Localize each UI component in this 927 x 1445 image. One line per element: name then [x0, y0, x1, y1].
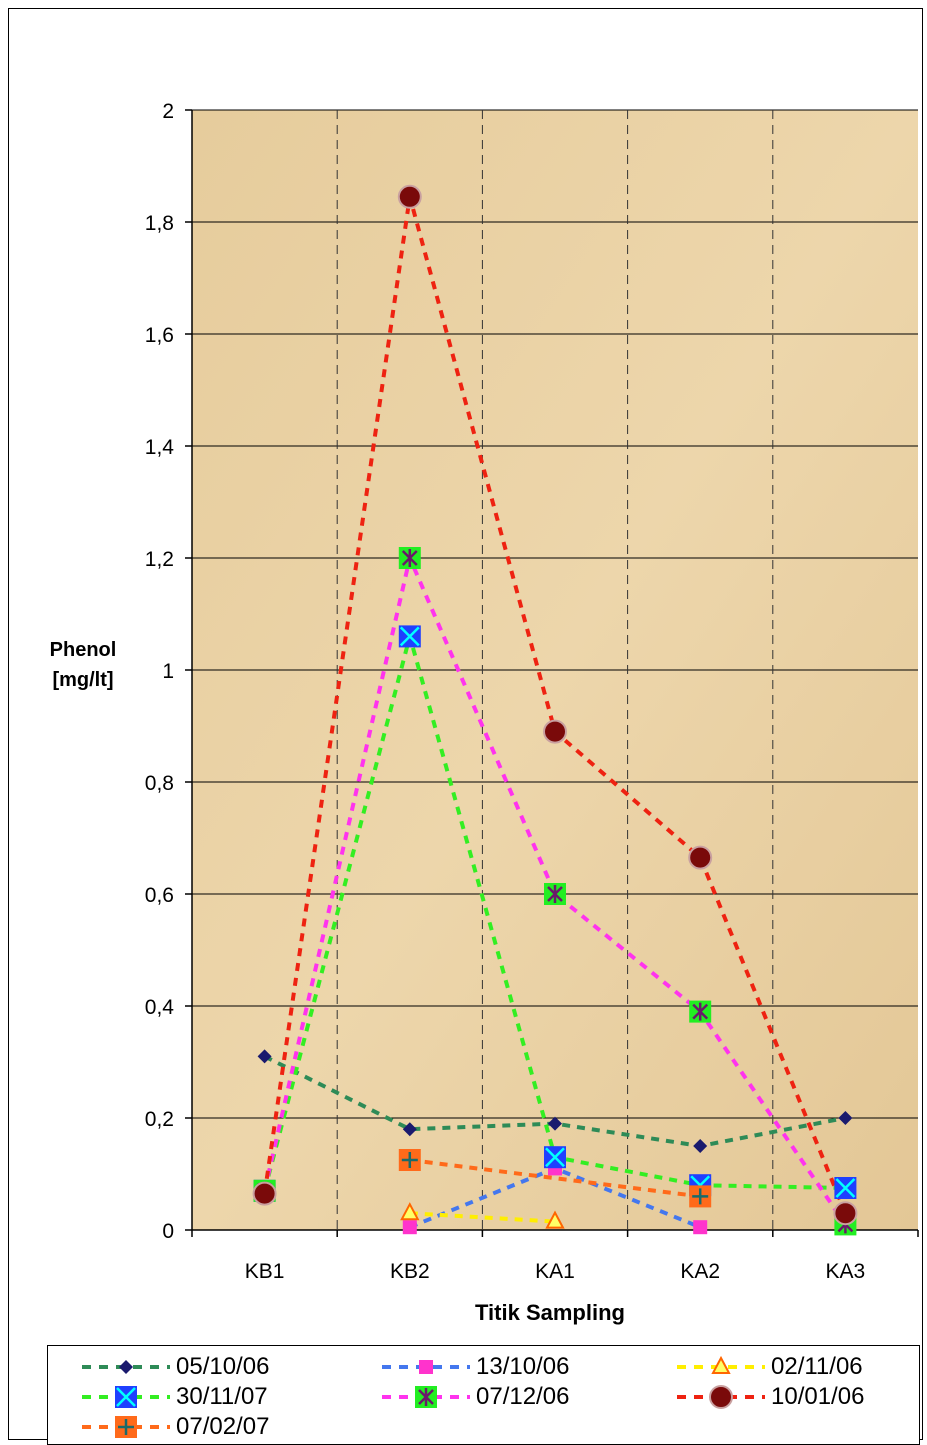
legend-label: 05/10/06: [176, 1353, 270, 1380]
data-point-s5-kb2: [397, 184, 422, 209]
y-tick-label-9: 1,8: [145, 212, 174, 235]
data-point-s4-ka1: [544, 883, 566, 905]
data-point-s0-kb2: [402, 1122, 417, 1137]
data-point-s6-kb2: [398, 1149, 421, 1171]
y-tick-label-2: 0,4: [145, 996, 175, 1019]
data-point-s3-kb2: [398, 625, 421, 648]
legend-item-5: 10/01/06: [673, 1383, 865, 1410]
legend-item-1: 13/10/06: [378, 1353, 570, 1380]
y-tick-label-5: 1: [162, 660, 174, 683]
data-point-s2-kb2: [400, 1202, 420, 1221]
y-tick-label-4: 0,8: [145, 772, 174, 795]
y-tick-label-0: 0: [162, 1220, 174, 1243]
legend-marker-3: [115, 1386, 137, 1408]
data-point-s5-ka1: [543, 719, 567, 744]
legend: 05/10/06 13/10/06 02/11/06 30/11/07 07/12/06…: [47, 1345, 920, 1445]
legend-label: 02/11/06: [771, 1353, 863, 1380]
data-point-s2-ka1: [545, 1210, 565, 1229]
legend-label: 10/01/06: [771, 1383, 865, 1410]
legend-item-0: 05/10/06: [78, 1353, 270, 1380]
legend-item-6: 07/02/07: [78, 1413, 270, 1440]
y-axis-label-line2: [mg/lt]: [52, 669, 114, 691]
legend-swatch-5: [677, 1385, 765, 1409]
data-point-s4-ka2: [689, 1000, 712, 1023]
legend-marker-2: [711, 1355, 731, 1374]
data-point-s0-kb1: [257, 1049, 272, 1064]
legend-item-2: 02/11/06: [673, 1353, 863, 1380]
y-axis-label-line1: Phenol: [49, 639, 117, 661]
data-point-s5-ka3: [833, 1201, 858, 1226]
y-axis-label: Phenol [mg/lt]: [24, 635, 142, 695]
data-point-s6-ka2: [689, 1185, 712, 1208]
plot-area: 0 0,2 0,4 0,6 0,8 1 1,2 1,4 1,6 1,8 2 KB1 KB2 KA1 KA2 K…: [145, 100, 919, 1283]
legend-marker-6: [115, 1416, 137, 1438]
legend-marker-1: [419, 1360, 433, 1374]
x-axis-title: Titik Sampling: [475, 1300, 625, 1325]
y-tick-label-6: 1,2: [145, 548, 174, 571]
x-tick-label-ka3: KA3: [826, 1260, 866, 1283]
data-point-s0-ka3: [838, 1111, 853, 1125]
data-point-s1-kb2: [402, 1220, 417, 1235]
legend-label: 13/10/06: [476, 1353, 570, 1380]
data-point-s5-ka2: [688, 845, 713, 870]
x-tick-label-kb1: KB1: [245, 1260, 285, 1283]
legend-swatch-4: [382, 1386, 470, 1408]
data-point-s1-ka2: [693, 1220, 708, 1235]
x-tick-label-ka2: KA2: [680, 1260, 720, 1283]
y-tick-label-10: 2: [162, 100, 174, 123]
data-point-s0-ka2: [693, 1139, 708, 1153]
legend-marker-4: [415, 1386, 437, 1408]
legend-item-3: 30/11/07: [78, 1383, 268, 1410]
x-tick-label-ka1: KA1: [535, 1260, 575, 1283]
legend-swatch-1: [382, 1360, 470, 1374]
series-layer: [252, 184, 858, 1236]
y-tick-label-1: 0,2: [145, 1108, 174, 1131]
series-line-6: [409, 1158, 701, 1199]
y-tick-label-7: 1,4: [145, 436, 175, 459]
data-point-s3-ka3: [834, 1177, 857, 1199]
legend-label: 07/12/06: [476, 1383, 570, 1410]
y-tick-label-3: 0,6: [145, 884, 174, 907]
legend-label: 07/02/07: [176, 1413, 270, 1440]
legend-label: 30/11/07: [176, 1383, 268, 1410]
series-line-2: [409, 1211, 556, 1224]
legend-swatch-6: [82, 1416, 170, 1438]
data-point-s3-ka1: [544, 1146, 566, 1169]
legend-marker-0: [119, 1360, 133, 1374]
legend-swatch-3: [82, 1386, 170, 1408]
data-point-s5-kb1: [252, 1181, 277, 1206]
legend-item-4: 07/12/06: [378, 1383, 570, 1410]
legend-swatch-2: [677, 1355, 765, 1374]
legend-marker-5: [709, 1385, 733, 1409]
legend-swatch-0: [82, 1360, 170, 1374]
x-tick-label-kb2: KB2: [390, 1260, 430, 1283]
data-point-s4-kb2: [398, 547, 421, 569]
data-point-s0-ka1: [548, 1116, 562, 1131]
y-tick-label-8: 1,6: [145, 324, 174, 347]
